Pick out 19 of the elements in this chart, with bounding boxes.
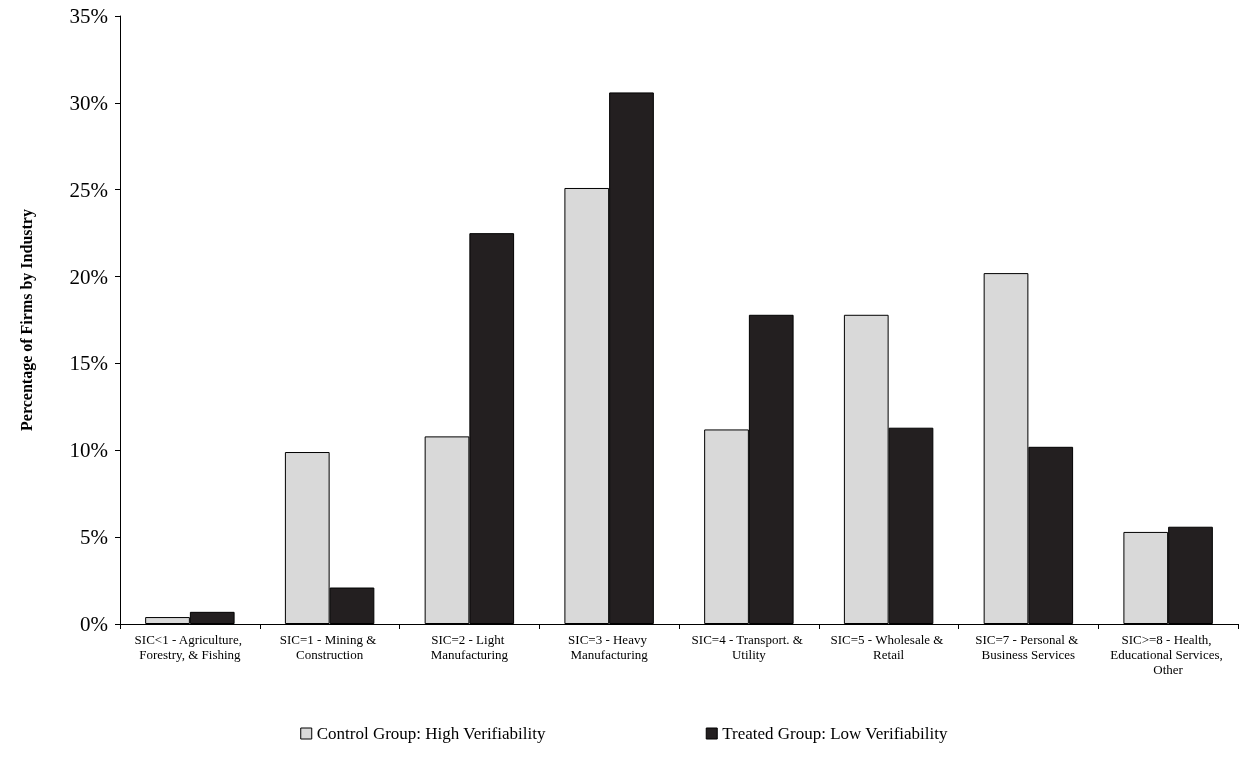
y-tick-label: 30% bbox=[69, 90, 108, 115]
legend-label: Treated Group: Low Verifiability bbox=[722, 724, 948, 743]
y-tick-label: 15% bbox=[69, 351, 108, 376]
x-tick-label: SIC=3 - Heavy Manufacturing bbox=[568, 632, 651, 662]
y-tick-label: 35% bbox=[69, 4, 108, 28]
y-tick-label: 20% bbox=[69, 264, 108, 289]
y-axis-title: Percentage of Firms by Industry bbox=[17, 209, 36, 431]
x-tick-label: SIC=1 - Mining & Construction bbox=[279, 632, 380, 662]
y-tick-label: 25% bbox=[69, 177, 108, 202]
y-tick-label: 5% bbox=[80, 525, 108, 550]
legend-label: Control Group: High Verifiability bbox=[316, 724, 546, 743]
y-tick-label: 10% bbox=[69, 438, 108, 463]
x-tick-label: SIC=4 - Transport. & Utility bbox=[691, 632, 807, 662]
x-tick-label: SIC=5 - Wholesale & Retail bbox=[830, 632, 947, 662]
x-tick-label: SIC<1 - Agriculture, Forestry, & Fishing bbox=[134, 632, 246, 662]
y-tick-label: 0% bbox=[80, 612, 108, 636]
x-tick-label: SIC=2 - Light Manufacturing bbox=[430, 632, 509, 662]
x-tick-label: SIC>=8 - Health, Educational Services, Other bbox=[1110, 632, 1227, 677]
x-tick-label: SIC=7 - Personal & Business Services bbox=[975, 632, 1082, 662]
